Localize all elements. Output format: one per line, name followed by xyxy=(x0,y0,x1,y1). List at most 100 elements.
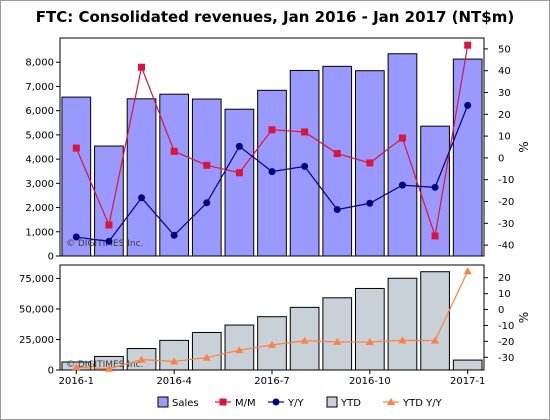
top-point-m-m xyxy=(138,63,146,71)
top-bar-sales xyxy=(61,96,92,257)
bottom-point-ytd-y-y xyxy=(268,340,276,348)
bottom-right-tick-label: -10 xyxy=(498,321,514,332)
bottom-point-ytd-y-y xyxy=(431,336,440,344)
top-point-y-y xyxy=(170,231,178,239)
bottom-left-tick-label: 50,000 xyxy=(19,304,54,315)
top-right-axis-unit: % xyxy=(517,141,531,152)
bottom-point-ytd-y-y xyxy=(300,336,309,344)
top-point-y-y xyxy=(203,199,211,207)
bottom-watermark: © DIGITIMES Inc. xyxy=(66,360,143,370)
top-right-tick-label: -40 xyxy=(498,241,514,252)
bottom-left-tick-label: 0 xyxy=(48,366,54,377)
bottom-bar-ytd xyxy=(191,331,222,371)
bottom-point-ytd-y-y xyxy=(202,353,211,361)
bottom-point-ytd-y-y xyxy=(398,336,407,344)
top-point-m-m xyxy=(398,134,406,142)
top-point-y-y xyxy=(72,233,80,241)
top-right-tick-label: -10 xyxy=(498,175,514,186)
bottom-left-tick-label: 25,000 xyxy=(19,335,54,346)
bottom-point-ytd-y-y xyxy=(104,364,113,372)
top-point-y-y xyxy=(138,194,146,202)
legend-label-y-y: Y/Y xyxy=(287,398,304,409)
bottom-bar-ytd xyxy=(354,287,385,371)
bottom-right-axis-unit: % xyxy=(517,312,531,323)
bottom-bar-ytd xyxy=(420,271,450,371)
top-point-y-y xyxy=(105,237,113,245)
top-left-tick-label: 5,000 xyxy=(25,130,54,141)
legend-label-ytd: YTD xyxy=(340,398,361,409)
top-bar-sales xyxy=(126,98,157,257)
bottom-point-ytd-y-y xyxy=(365,338,374,345)
top-point-m-m xyxy=(333,150,341,158)
bottom-point-ytd-y-y xyxy=(463,267,472,275)
top-point-y-y xyxy=(235,142,243,150)
x-tick-label: 2016-1 xyxy=(59,376,94,387)
top-watermark: © DIGITIMES Inc. xyxy=(66,239,143,249)
top-left-tick-label: 2,000 xyxy=(25,203,54,214)
legend-swatch-ytd xyxy=(326,396,338,408)
top-bar-sales xyxy=(191,98,222,257)
top-point-y-y xyxy=(398,181,406,189)
top-right-tick-label: -20 xyxy=(498,197,514,208)
bottom-left-tick-label: 75,000 xyxy=(19,274,54,285)
bottom-bar-ytd xyxy=(159,339,190,371)
top-right-tick-label: 0 xyxy=(498,153,504,164)
bottom-right-tick-label: 0 xyxy=(498,305,504,316)
legend-marker-ytd-y-y xyxy=(387,398,395,405)
bottom-right-tick-label: 20 xyxy=(498,273,511,284)
top-left-tick-label: 3,000 xyxy=(25,179,54,190)
top-point-y-y xyxy=(464,101,472,109)
top-bar-sales xyxy=(387,53,418,257)
bottom-bar-ytd xyxy=(387,277,418,371)
top-left-tick-label: 1,000 xyxy=(25,227,54,238)
legend-swatch-sales xyxy=(157,396,169,408)
top-point-m-m xyxy=(203,161,211,169)
x-tick-label: 2016-7 xyxy=(254,376,289,387)
top-point-y-y xyxy=(333,206,341,214)
bottom-bar-ytd xyxy=(452,359,483,371)
top-right-tick-label: 50 xyxy=(498,44,511,55)
bottom-point-ytd-y-y xyxy=(137,355,146,363)
top-point-y-y xyxy=(268,168,276,176)
x-tick-label: 2016-4 xyxy=(156,376,191,387)
top-point-m-m xyxy=(72,144,80,152)
top-left-tick-label: 7,000 xyxy=(25,82,54,93)
bottom-right-tick-label: -30 xyxy=(498,353,514,364)
top-left-tick-label: 6,000 xyxy=(25,106,54,117)
top-point-m-m xyxy=(464,41,472,49)
top-right-tick-label: 40 xyxy=(498,66,511,77)
top-bar-sales xyxy=(159,93,190,257)
top-right-tick-label: 30 xyxy=(498,88,511,99)
bottom-point-ytd-y-y xyxy=(333,337,342,345)
top-bar-sales xyxy=(322,65,353,257)
x-tick-label: 2017-1 xyxy=(450,376,485,387)
x-tick-label: 2016-10 xyxy=(349,376,391,387)
bottom-bar-ytd xyxy=(289,306,320,371)
bottom-point-ytd-y-y xyxy=(235,346,244,354)
top-left-tick-label: 8,000 xyxy=(25,58,54,69)
top-right-tick-label: -30 xyxy=(498,219,514,230)
bottom-right-tick-label: -20 xyxy=(498,337,514,348)
top-point-y-y xyxy=(301,162,309,170)
top-right-tick-label: 10 xyxy=(498,132,511,143)
top-point-y-y xyxy=(366,199,374,207)
legend-label-ytd-y-y: YTD Y/Y xyxy=(402,398,443,409)
top-point-m-m xyxy=(431,232,439,240)
top-point-m-m xyxy=(235,169,243,177)
bottom-bar-ytd xyxy=(322,297,353,371)
top-point-y-y xyxy=(431,183,439,191)
bottom-point-ytd-y-y xyxy=(170,357,179,365)
bottom-right-tick-label: 10 xyxy=(498,289,511,300)
legend-marker-y-y xyxy=(272,398,280,406)
top-bar-sales xyxy=(452,58,483,257)
top-left-tick-label: 4,000 xyxy=(25,155,54,166)
legend-label-sales: Sales xyxy=(172,398,199,409)
top-left-tick-label: 0 xyxy=(48,252,54,263)
top-point-m-m xyxy=(170,147,178,155)
top-point-m-m xyxy=(366,159,374,167)
top-right-tick-label: 20 xyxy=(498,110,511,121)
legend-label-m-m: M/M xyxy=(235,398,256,409)
top-point-m-m xyxy=(301,128,309,136)
chart-title: FTC: Consolidated revenues, Jan 2016 - J… xyxy=(35,8,515,26)
